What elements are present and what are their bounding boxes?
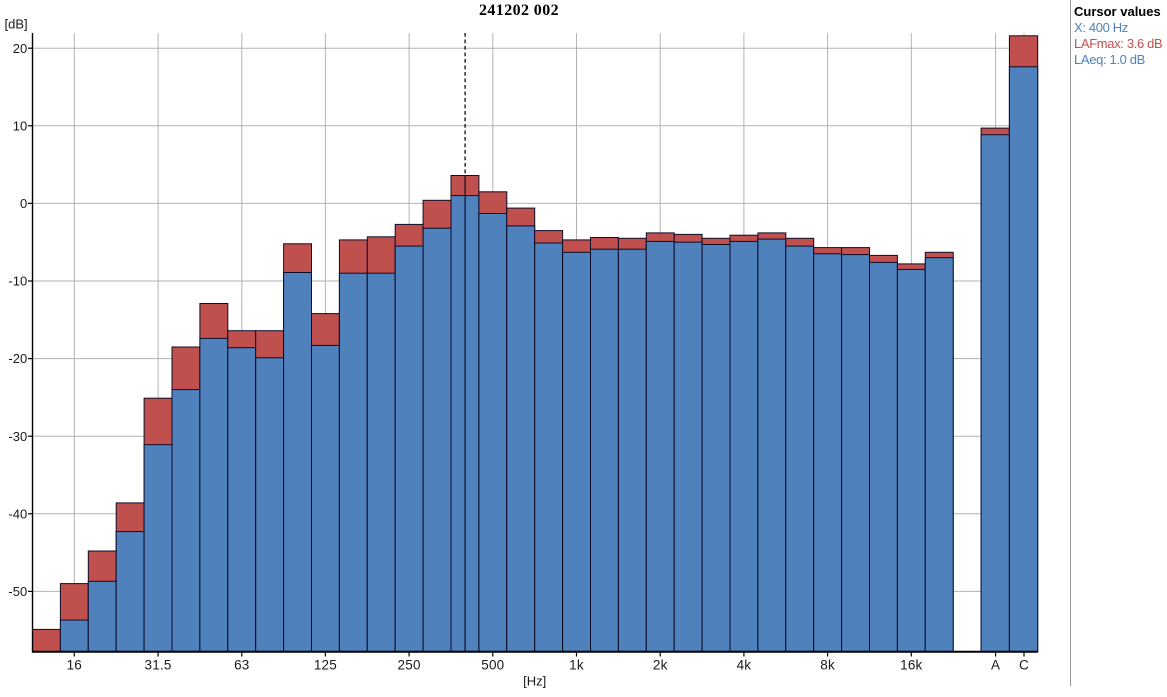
svg-text:8k: 8k: [820, 658, 835, 673]
svg-text:16: 16: [67, 658, 82, 673]
svg-text:C: C: [1019, 658, 1029, 673]
svg-text:63: 63: [234, 658, 249, 673]
svg-text:16k: 16k: [900, 658, 922, 673]
svg-text:500: 500: [481, 658, 504, 673]
svg-text:125: 125: [314, 658, 337, 673]
svg-text:-30: -30: [8, 429, 27, 444]
svg-text:250: 250: [398, 658, 421, 673]
svg-text:4k: 4k: [737, 658, 752, 673]
svg-text:-40: -40: [8, 506, 27, 521]
svg-text:10: 10: [13, 118, 27, 133]
svg-text:31.5: 31.5: [145, 658, 172, 673]
svg-text:2k: 2k: [653, 658, 668, 673]
svg-text:241202 002: 241202 002: [479, 2, 559, 19]
svg-text:-20: -20: [8, 351, 27, 366]
svg-text:[dB]: [dB]: [5, 17, 28, 32]
svg-text:0: 0: [20, 196, 27, 211]
svg-text:-50: -50: [8, 584, 27, 599]
svg-text:A: A: [991, 658, 1000, 673]
svg-text:[Hz]: [Hz]: [523, 673, 546, 688]
svg-text:1k: 1k: [569, 658, 584, 673]
svg-text:-10: -10: [8, 274, 27, 289]
svg-text:20: 20: [13, 41, 27, 56]
